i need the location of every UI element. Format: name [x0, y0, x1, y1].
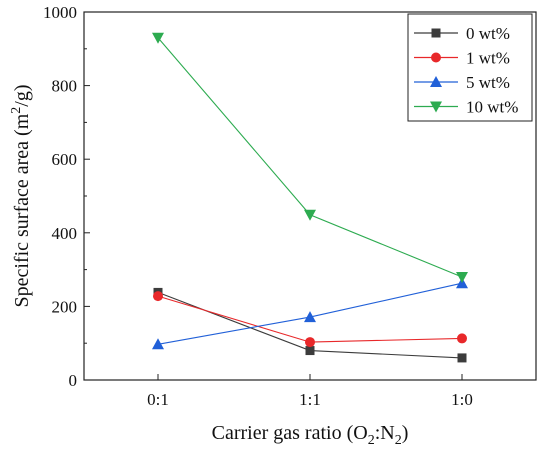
series-2	[153, 291, 467, 348]
data-point	[304, 311, 316, 323]
data-point	[304, 209, 316, 221]
y-axis-label: Specific surface area (m2/g)	[9, 85, 33, 308]
legend-item: 5 wt%	[414, 73, 510, 92]
x-tick-label: 1:0	[451, 390, 473, 409]
y-tick-label: 0	[69, 371, 78, 390]
series-4	[152, 32, 468, 283]
legend-label: 1 wt%	[466, 49, 510, 68]
legend-marker	[430, 101, 442, 113]
y-tick-label: 400	[52, 224, 78, 243]
x-tick-label: 0:1	[147, 390, 169, 409]
data-point	[152, 32, 164, 44]
axis-ticks: 0 200 400 600 800 1000 0:1 1:1 1:0	[43, 3, 473, 409]
x-axis-label: Carrier gas ratio (O2:N2)	[212, 422, 409, 448]
legend-label: 10 wt%	[466, 98, 518, 117]
series-layer	[152, 32, 468, 363]
legend-marker	[430, 76, 442, 87]
data-point	[152, 338, 164, 350]
legend-marker	[431, 28, 441, 38]
data-point	[457, 333, 467, 344]
data-point	[153, 291, 163, 302]
legend-item: 0 wt%	[414, 24, 510, 43]
y-tick-label: 800	[52, 77, 78, 96]
legend-label: 5 wt%	[466, 73, 510, 92]
legend: 0 wt% 1 wt% 5 wt% 10 wt%	[407, 13, 533, 122]
data-point	[457, 353, 467, 363]
legend-box	[407, 13, 533, 122]
data-point	[305, 337, 315, 348]
y-tick-label: 600	[52, 150, 78, 169]
legend-item: 10 wt%	[414, 98, 518, 117]
legend-label: 0 wt%	[466, 24, 510, 43]
y-tick-label: 200	[52, 297, 78, 316]
data-point	[305, 346, 315, 356]
x-tick-label: 1:1	[299, 390, 321, 409]
legend-item: 1 wt%	[414, 49, 510, 68]
y-tick-label: 1000	[43, 3, 77, 22]
data-point	[456, 271, 468, 283]
legend-marker	[431, 52, 441, 63]
series-1	[153, 287, 467, 363]
